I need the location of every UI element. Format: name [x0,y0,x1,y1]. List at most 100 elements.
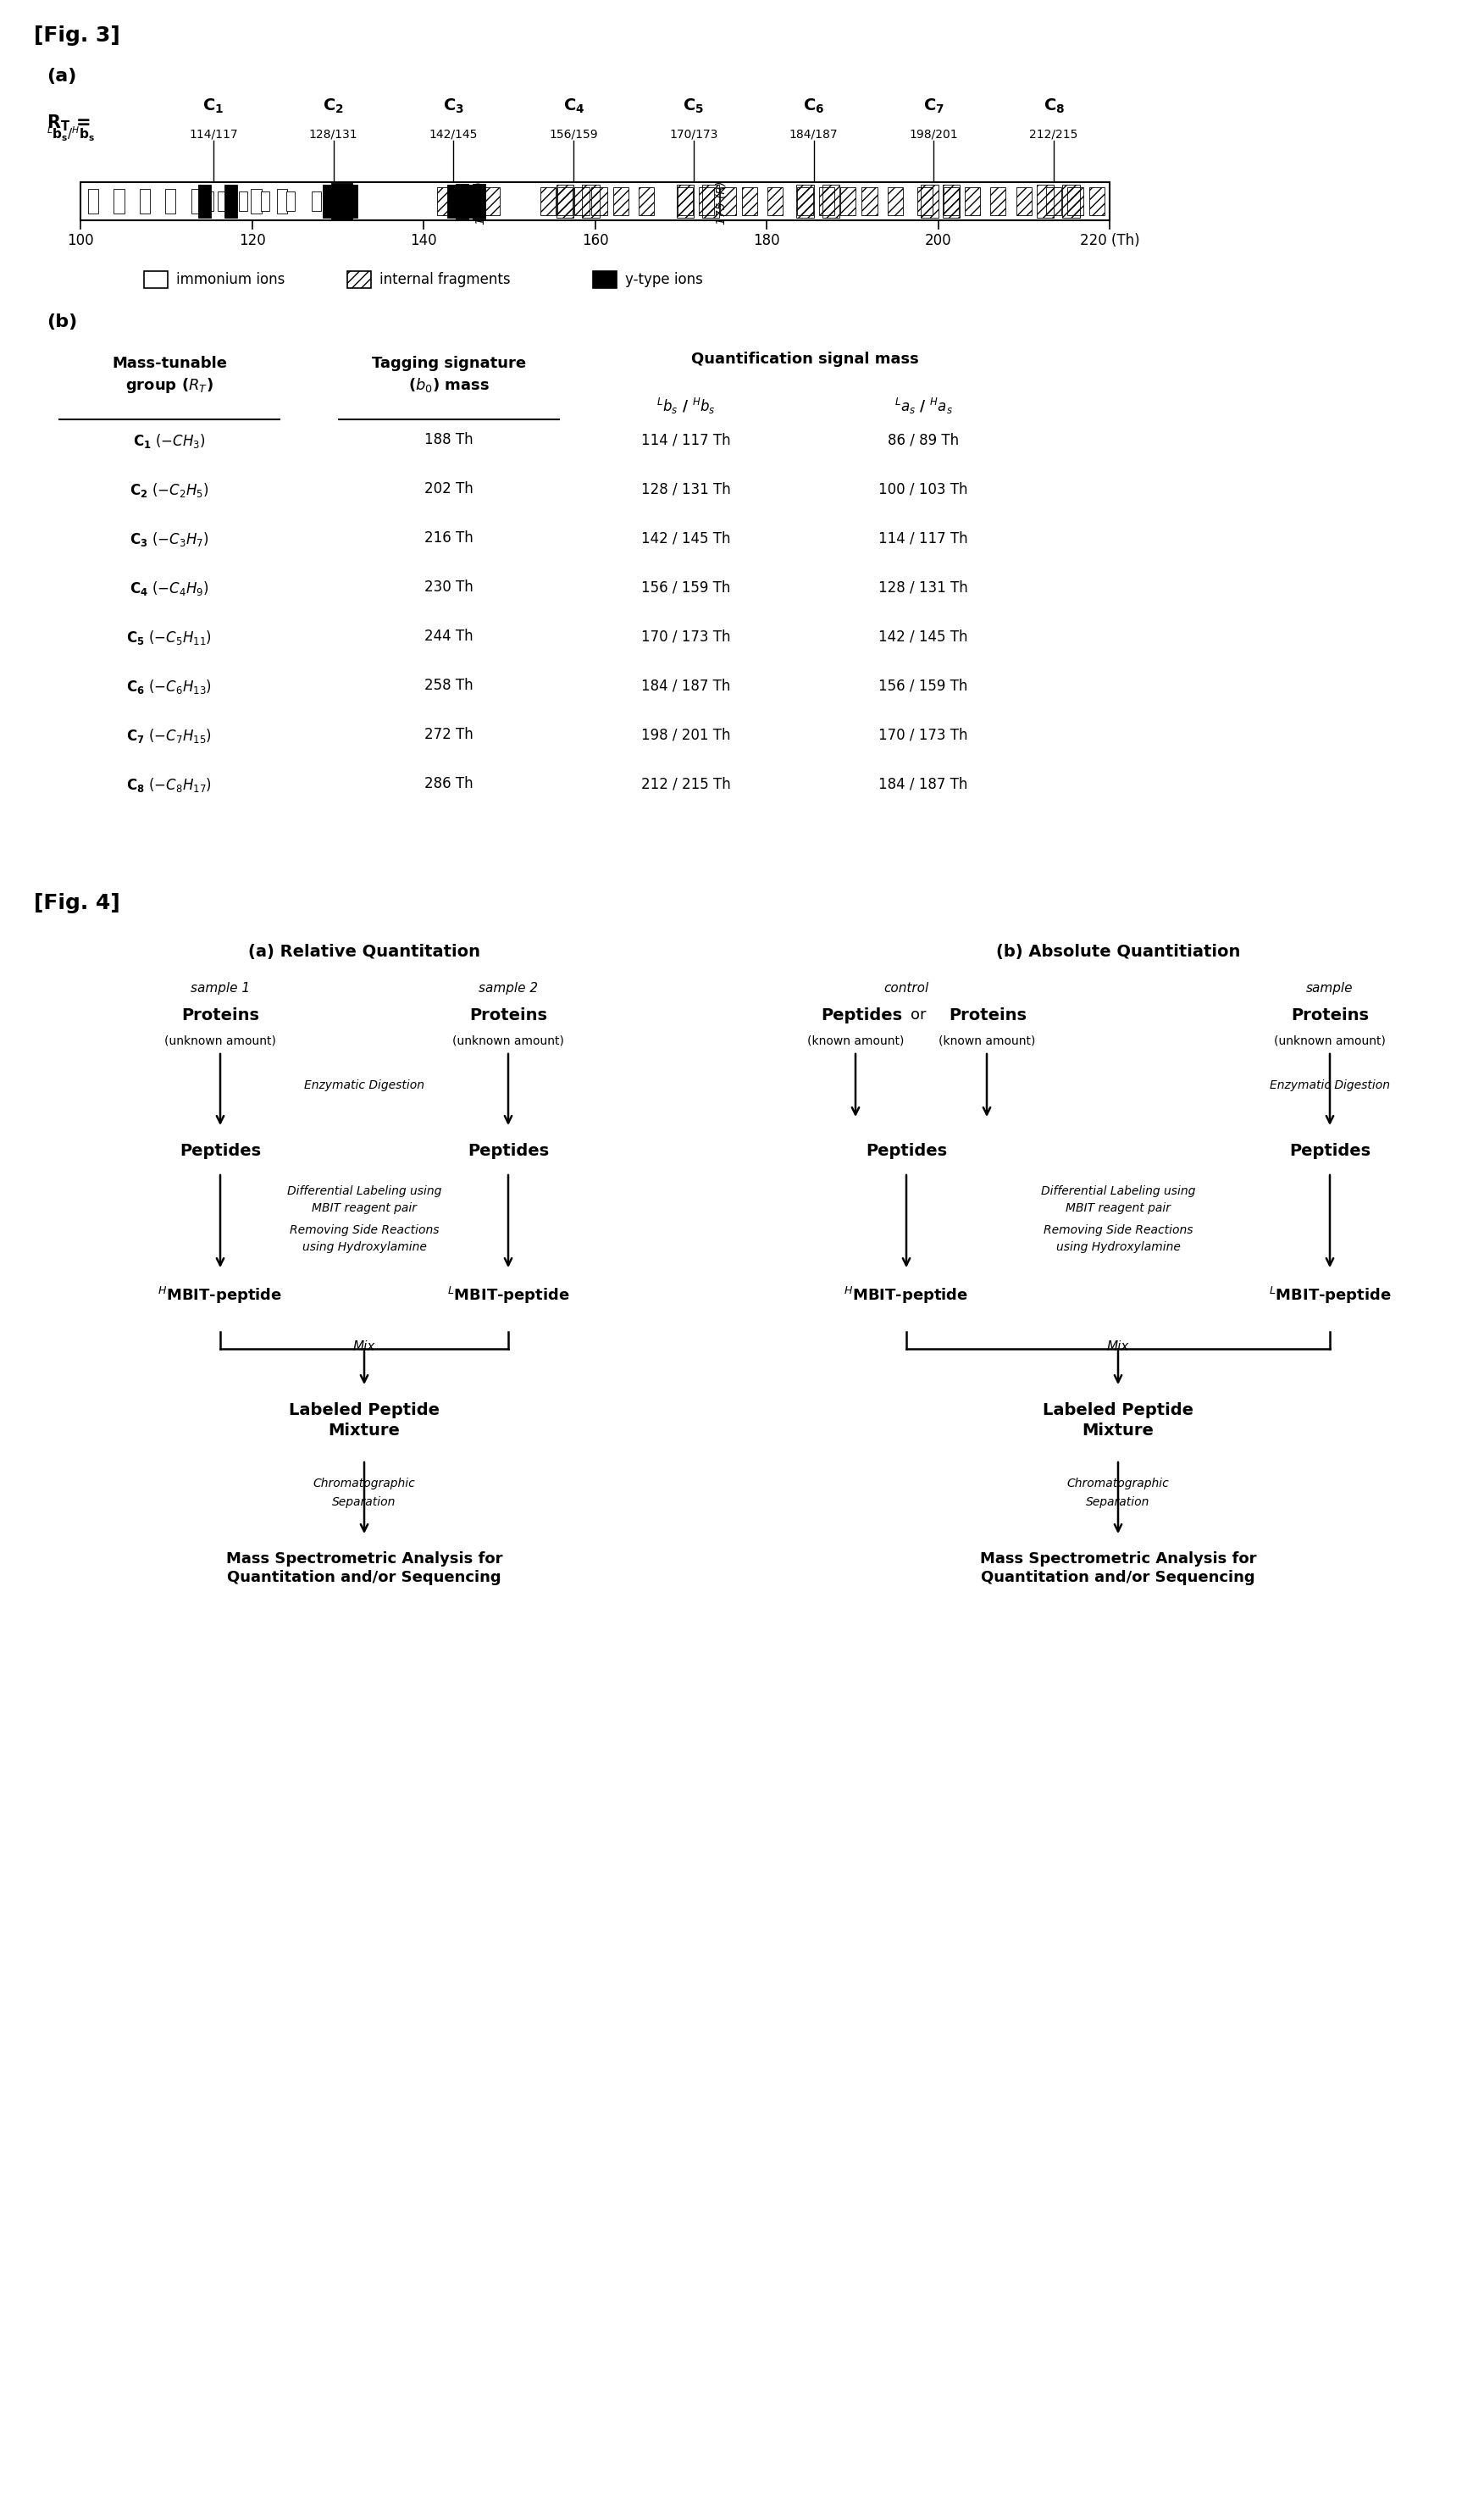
Text: $\mathbf{C_4}$ $(-C_4H_9)$: $\mathbf{C_4}$ $(-C_4H_9)$ [129,579,209,597]
Text: $^L$MBIT-peptide: $^L$MBIT-peptide [447,1286,570,1306]
Bar [331,183,353,218]
Bar [677,186,693,218]
Bar [702,186,720,218]
Text: $\mathbf{C_7}$ $(-C_7H_{15})$: $\mathbf{C_7}$ $(-C_7H_{15})$ [126,727,212,745]
Bar [582,186,600,218]
Bar [944,188,959,216]
Text: sample 1: sample 1 [190,983,249,995]
Text: 160: 160 [582,233,608,248]
Text: 142 / 145 Th: 142 / 145 Th [879,629,968,644]
Bar [205,191,214,211]
Text: 142/145: 142/145 [429,128,478,140]
Bar [144,271,168,288]
Text: Separation: Separation [1086,1497,1150,1509]
Text: $^L\mathbf{b_s}/^H\mathbf{b_s}$: $^L\mathbf{b_s}/^H\mathbf{b_s}$ [46,125,95,143]
Bar [887,188,902,216]
Text: MBIT reagent pair: MBIT reagent pair [312,1203,417,1213]
Bar [556,186,574,218]
Text: $\mathbf{R_T}$ =: $\mathbf{R_T}$ = [46,113,91,133]
Text: Mass-tunable
group ($R_T$): Mass-tunable group ($R_T$) [111,356,227,396]
Text: $\mathbf{C_1}$: $\mathbf{C_1}$ [203,98,224,115]
Bar [638,188,654,216]
Text: $\mathbf{C_8}$ $(-C_8H_{17})$: $\mathbf{C_8}$ $(-C_8H_{17})$ [126,777,212,795]
Bar [114,188,125,213]
Text: control: control [884,983,929,995]
Bar [1067,188,1083,216]
Bar [862,188,877,216]
Text: 156/159: 156/159 [549,128,598,140]
Bar [1037,186,1054,218]
Text: 198 / 201 Th: 198 / 201 Th [641,727,730,742]
Text: $\mathbf{C_2}$: $\mathbf{C_2}$ [324,98,344,115]
Bar [965,188,979,216]
Bar [218,191,226,211]
Text: 184 / 187 Th: 184 / 187 Th [641,677,730,692]
Text: Removing Side Reactions: Removing Side Reactions [289,1223,439,1236]
Bar [239,191,248,211]
Text: internal fragments: internal fragments [380,271,510,288]
Text: Mix: Mix [353,1341,375,1354]
Bar [742,188,757,216]
Text: 212 / 215 Th: 212 / 215 Th [641,777,732,792]
Bar [484,188,500,216]
Text: 272 Th: 272 Th [424,727,473,742]
Text: $^L$MBIT-peptide: $^L$MBIT-peptide [1269,1286,1391,1306]
Bar [797,188,813,216]
Text: 128 / 131 Th: 128 / 131 Th [641,481,732,496]
Text: (b): (b) [46,313,77,331]
Text: using Hydroxylamine: using Hydroxylamine [1057,1241,1180,1254]
Bar [473,183,485,218]
Text: Peptides: Peptides [1290,1143,1371,1158]
Text: Differential Labeling using: Differential Labeling using [1040,1186,1195,1198]
Bar [226,188,236,213]
Bar [819,188,834,216]
Text: 114 / 117 Th: 114 / 117 Th [879,531,968,547]
Text: Peptides: Peptides [467,1143,549,1158]
Text: 156 / 159 Th: 156 / 159 Th [879,677,968,692]
Bar [720,188,736,216]
Bar [286,191,295,211]
Text: 286 Th: 286 Th [424,777,473,792]
Text: 184 / 187 Th: 184 / 187 Th [879,777,968,792]
Bar [922,186,938,218]
Text: Proteins: Proteins [469,1008,548,1023]
Bar [840,188,856,216]
Bar [261,191,269,211]
Bar [574,188,591,216]
Text: Differential Labeling using: Differential Labeling using [286,1186,441,1198]
Bar [456,183,469,218]
Bar [139,188,150,213]
Text: 140: 140 [410,233,436,248]
Text: 114/117: 114/117 [188,128,237,140]
Text: Quantification signal mass: Quantification signal mass [692,351,919,366]
Text: $\mathbf{C_6}$ $(-C_6H_{13})$: $\mathbf{C_6}$ $(-C_6H_{13})$ [126,677,212,694]
Bar [767,188,784,216]
Bar [464,186,478,218]
Text: immonium ions: immonium ions [177,271,285,288]
Text: (known amount): (known amount) [938,1035,1036,1045]
Text: 216 Th: 216 Th [424,531,473,547]
Text: $\mathbf{C_3}$: $\mathbf{C_3}$ [442,98,464,115]
Text: [Fig. 4]: [Fig. 4] [34,892,120,913]
Text: [Fig. 3]: [Fig. 3] [34,25,120,45]
Bar [447,186,460,218]
Text: Chromatographic: Chromatographic [1067,1477,1169,1489]
Text: sample 2: sample 2 [478,983,537,995]
Text: $\mathbf{C_4}$: $\mathbf{C_4}$ [562,98,585,115]
Text: (unknown amount): (unknown amount) [453,1035,564,1045]
Text: (unknown amount): (unknown amount) [165,1035,276,1045]
Text: 220 (Th): 220 (Th) [1080,233,1140,248]
Text: 86 / 89 Th: 86 / 89 Th [887,431,959,446]
Bar [459,188,473,216]
Text: 142 / 145 Th: 142 / 145 Th [641,531,730,547]
Bar [1017,188,1031,216]
Text: 156 / 159 Th: 156 / 159 Th [641,579,730,594]
Text: 198/201: 198/201 [910,128,959,140]
Text: Proteins: Proteins [948,1008,1027,1023]
Text: sample: sample [1306,983,1353,995]
Text: Mix: Mix [1107,1341,1129,1354]
Text: $\mathbf{C_5}$ $(-C_5H_{11})$: $\mathbf{C_5}$ $(-C_5H_{11})$ [126,629,212,647]
Text: Labeled Peptide
Mixture: Labeled Peptide Mixture [289,1401,439,1439]
Text: $\mathbf{C_2}$ $(-C_2H_5)$: $\mathbf{C_2}$ $(-C_2H_5)$ [129,481,209,499]
Text: (a): (a) [46,68,77,85]
